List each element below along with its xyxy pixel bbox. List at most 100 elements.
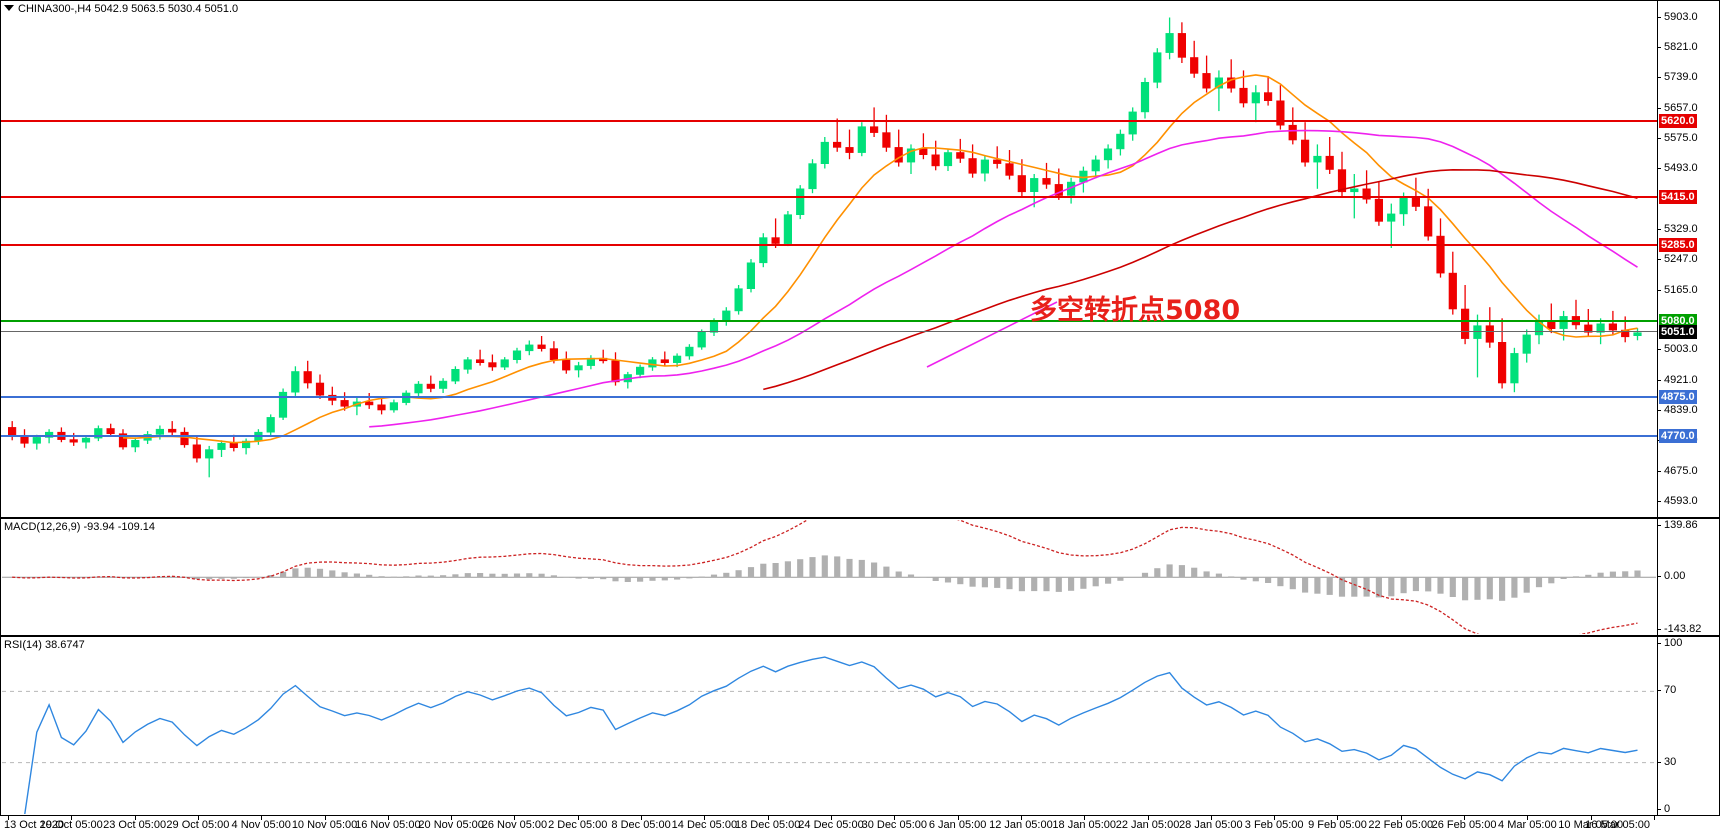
price-level-badge[interactable]: 4770.0: [1659, 428, 1697, 443]
time-tick-label: 23 Oct 05:00: [103, 819, 167, 831]
price-tick-label: 4675.0: [1664, 464, 1698, 477]
time-tick-label: 16 Nov 05:00: [355, 819, 421, 831]
rsi-tick: [1657, 690, 1661, 692]
price-level-line[interactable]: [1, 120, 1657, 123]
time-tick: [1020, 816, 1022, 820]
price-tick: [1657, 349, 1661, 351]
price-tick: [1657, 168, 1661, 170]
time-tick: [1654, 816, 1655, 820]
price-tick-label: 5903.0: [1664, 10, 1698, 23]
price-level-badge[interactable]: 5620.0: [1659, 114, 1697, 129]
macd-tick: [1657, 525, 1661, 526]
price-level-line[interactable]: [1, 244, 1657, 247]
time-tick: [197, 816, 199, 820]
time-tick: [261, 816, 263, 820]
price-level-line[interactable]: [1, 319, 1657, 322]
time-tick-label: 6 Jan 05:00: [928, 819, 987, 831]
time-tick: [324, 816, 326, 820]
price-tick: [1657, 228, 1661, 230]
price-tick-label: 5493.0: [1664, 162, 1698, 175]
time-tick: [957, 816, 959, 820]
price-level-line[interactable]: [1, 330, 1657, 332]
time-tick-label: 10 Mar 05:00: [1558, 819, 1624, 831]
time-tick-label: 28 Jan 05:00: [1179, 819, 1243, 831]
time-tick: [1527, 816, 1529, 820]
price-level-line[interactable]: [1, 395, 1657, 398]
chart-annotation-text: 多空转折点5080: [1030, 295, 1241, 326]
price-tick-label: 5821.0: [1664, 40, 1698, 53]
time-tick-label: 24 Dec 05:00: [798, 819, 864, 831]
time-tick-label: 22 Feb 05:00: [1368, 819, 1434, 831]
price-tick: [1657, 410, 1661, 412]
time-tick: [831, 816, 832, 820]
price-level-badge[interactable]: 5051.0: [1659, 324, 1697, 339]
time-tick-label: 10 Nov 05:00: [291, 819, 358, 831]
time-tick-label: 18 Dec 05:00: [734, 819, 801, 831]
time-tick: [1210, 816, 1212, 820]
time-tick-label: 16 Mar 05:00: [1585, 819, 1650, 831]
time-tick-label: 3 Feb 05:00: [1244, 819, 1304, 831]
price-tick: [1657, 470, 1661, 472]
price-tick: [1657, 46, 1661, 48]
time-tick-label: 18 Jan 05:00: [1052, 819, 1117, 831]
rsi-series-svg: [2, 656, 1656, 814]
price-tick: [1657, 107, 1661, 109]
rsi-tick-label: 70: [1664, 684, 1677, 697]
time-tick: [1084, 816, 1086, 820]
macd-tick-label: 139.86: [1664, 519, 1698, 531]
time-axis[interactable]: 13 Oct 2020 19 Oct 05:00 23 Oct 05:00 29 Oc…: [0, 816, 1720, 836]
price-level-line[interactable]: [1, 196, 1657, 199]
time-tick-label: 29 Oct 05:00: [166, 819, 230, 831]
time-tick-label: 30 Dec 05:00: [861, 819, 928, 831]
time-tick: [387, 816, 389, 820]
price-tick-label: 4593.0: [1664, 495, 1698, 508]
rsi-tick-label: 0: [1664, 803, 1671, 815]
price-tick-label: 5247.0: [1664, 253, 1698, 266]
time-tick-label: 22 Jan 05:00: [1115, 819, 1180, 831]
time-tick-label: 14 Dec 05:00: [671, 819, 738, 831]
time-tick: [577, 816, 579, 820]
time-tick: [1400, 816, 1402, 820]
price-series-svg: [8, 17, 1642, 478]
macd-header: MACD(12,26,9) -93.94 -109.14: [4, 521, 156, 533]
time-tick: [641, 816, 643, 820]
price-level-badge[interactable]: 5285.0: [1659, 238, 1697, 253]
time-tick-label: 26 Nov 05:00: [481, 819, 548, 831]
price-chart-panel[interactable]: 5903.0 5821.0 5739.0 5657.0 5575.0 5493.0 5329…: [0, 0, 1720, 518]
rsi-header: RSI(14) 38.6747: [4, 639, 85, 651]
price-level-badge[interactable]: 5080.0: [1659, 313, 1697, 328]
time-tick-label: 4 Mar 05:00: [1498, 819, 1557, 831]
chevron-down-icon[interactable]: [4, 5, 14, 11]
time-tick: [451, 816, 453, 820]
time-tick: [514, 816, 516, 820]
time-tick: [704, 816, 706, 820]
rsi-panel[interactable]: 100 70 30 0: [0, 636, 1720, 816]
time-tick-label: 2 Dec 05:00: [548, 819, 608, 831]
rsi-plot-area[interactable]: [2, 638, 1656, 814]
time-tick: [1337, 816, 1339, 820]
macd-plot-area[interactable]: [2, 520, 1656, 634]
price-tick-label: 4839.0: [1664, 404, 1698, 417]
time-tick: [1274, 816, 1276, 820]
price-level-line[interactable]: [1, 434, 1657, 437]
time-tick-label: 20 Nov 05:00: [418, 819, 484, 831]
macd-panel[interactable]: 139.86 0.00 -143.82: [0, 518, 1720, 636]
price-level-badge[interactable]: 5415.0: [1659, 190, 1697, 205]
rsi-tick-label: 100: [1664, 637, 1683, 649]
time-tick-label: 13 Oct 2020: [4, 819, 64, 831]
macd-tick-label: 0.00: [1664, 570, 1686, 583]
price-tick: [1657, 77, 1661, 79]
time-tick-label: 4 Nov 05:00: [231, 819, 291, 831]
price-axis-separator: [1657, 1, 1658, 517]
price-plot-area[interactable]: [2, 2, 1656, 516]
time-tick: [767, 816, 769, 820]
price-level-badge[interactable]: 4875.0: [1659, 389, 1697, 404]
rsi-axis-separator: [1657, 637, 1658, 815]
macd-tick-label: -143.82: [1664, 623, 1702, 635]
price-tick-label: 4921.0: [1664, 373, 1698, 386]
price-tick: [1657, 259, 1661, 261]
price-tick: [1657, 379, 1661, 381]
time-tick-label: 19 Oct 05:00: [39, 819, 103, 831]
time-tick-label: 26 Feb 05:00: [1431, 819, 1497, 831]
